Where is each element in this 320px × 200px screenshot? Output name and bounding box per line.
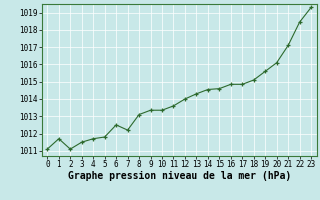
X-axis label: Graphe pression niveau de la mer (hPa): Graphe pression niveau de la mer (hPa) — [68, 171, 291, 181]
